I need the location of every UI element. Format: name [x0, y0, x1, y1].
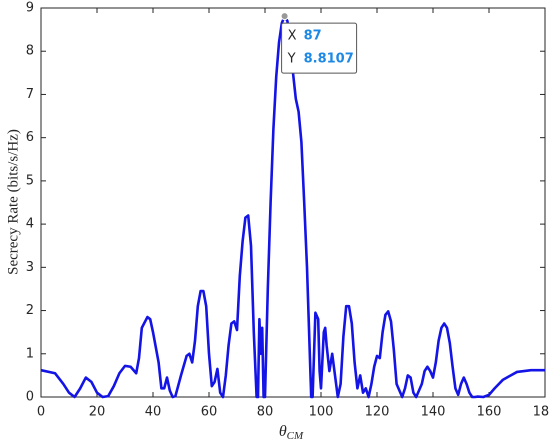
y-tick-label: 9: [26, 1, 34, 16]
datatip-box: [281, 22, 358, 74]
datatip: X 87 Y 8.8107: [281, 22, 358, 74]
datatip-x-label: X: [288, 29, 297, 44]
y-tick-label: 6: [26, 130, 34, 145]
y-tick-label: 8: [26, 44, 34, 59]
x-tick-label: 160: [477, 405, 502, 420]
y-tick-label: 4: [26, 217, 34, 232]
datatip-y-label: Y: [287, 52, 296, 67]
x-tick-label: 140: [421, 405, 446, 420]
x-tick-label: 80: [257, 405, 274, 420]
x-tick-label: 180: [533, 405, 550, 420]
y-axis-label: Secrecy Rate (bits/s/Hz): [5, 129, 21, 275]
datatip-y-value: 8.8107: [304, 52, 354, 67]
y-tick-label: 2: [26, 303, 34, 318]
x-tick-label: 40: [145, 405, 162, 420]
x-tick-label: 60: [201, 405, 218, 420]
y-tick-label: 0: [26, 390, 34, 405]
x-tick-label: 0: [37, 405, 45, 420]
x-tick-label: 120: [365, 405, 390, 420]
datatip-x-value: 87: [304, 29, 322, 44]
x-tick-label: 20: [89, 405, 106, 420]
y-tick-label: 5: [26, 173, 34, 188]
x-tick-label: 100: [309, 405, 334, 420]
datatip-marker: [280, 12, 289, 21]
data-line: [40, 14, 545, 399]
y-tick-label: 3: [26, 260, 34, 275]
x-axis-label: θCM: [279, 423, 304, 442]
y-tick-label: 7: [26, 87, 34, 102]
y-tick-label: 1: [26, 346, 34, 361]
